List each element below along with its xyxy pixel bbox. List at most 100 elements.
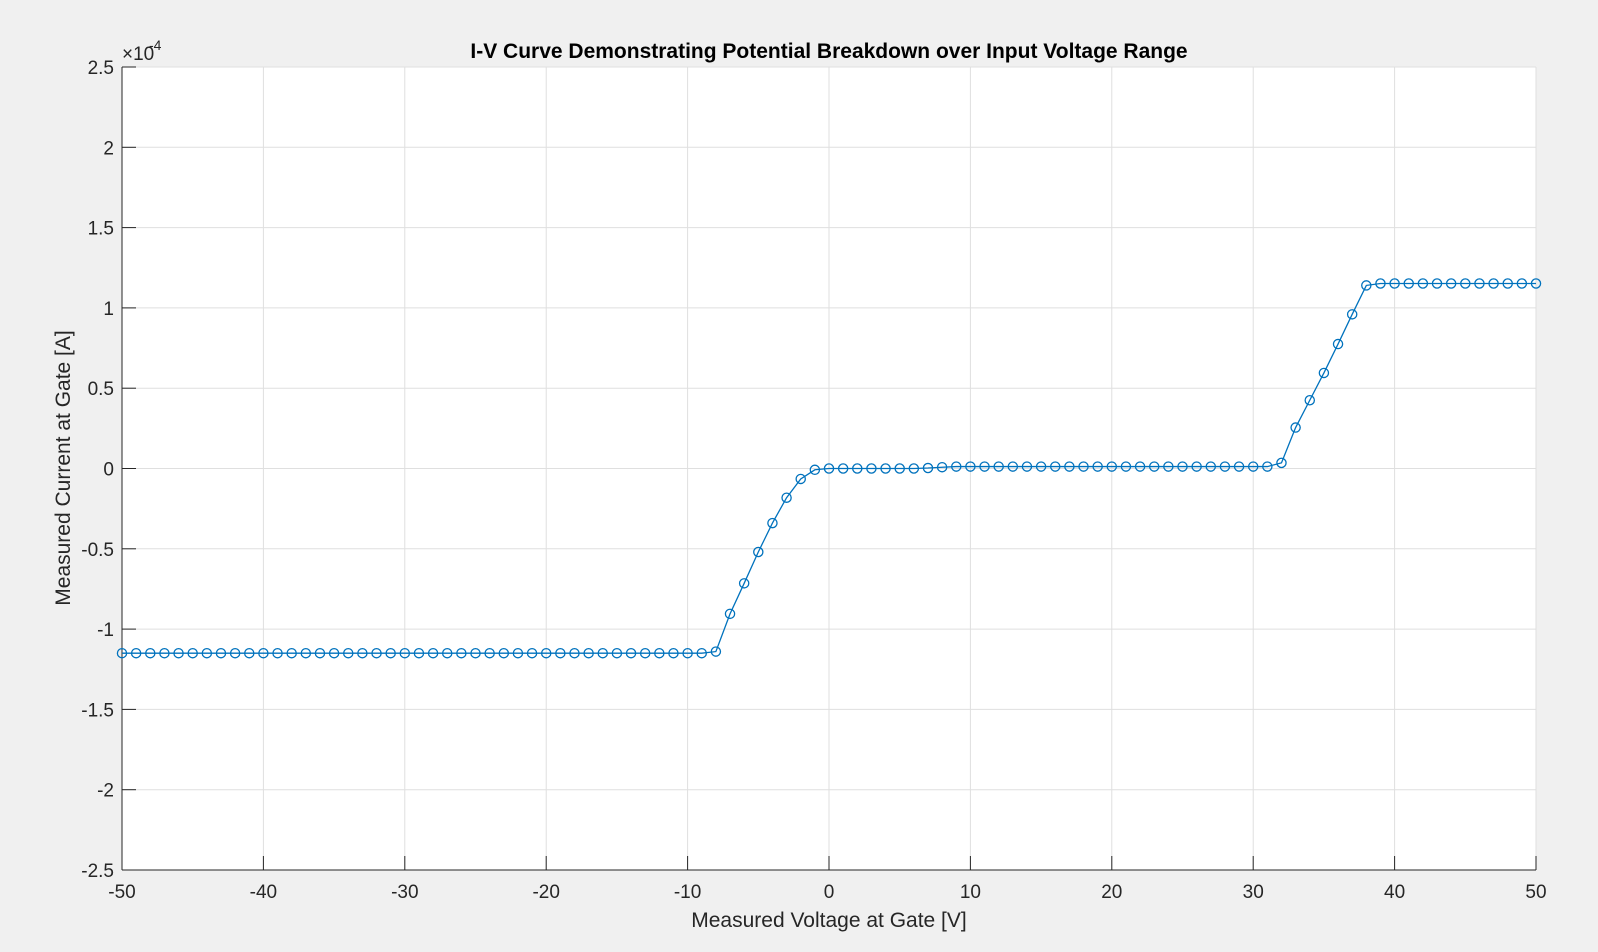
data-point: [1205, 461, 1217, 472]
data-point: [1502, 278, 1513, 289]
data-point: [1516, 278, 1528, 289]
data-point: [654, 647, 665, 659]
data-point: [1064, 461, 1075, 472]
data-point: [724, 608, 736, 620]
data-point: [1007, 461, 1019, 472]
data-point: [866, 463, 877, 474]
data-point: [837, 463, 849, 474]
data-point: [300, 647, 312, 659]
data-point: [1474, 278, 1485, 289]
data-point: [597, 647, 609, 659]
data-point: [159, 647, 170, 659]
x-tick-label: 0: [824, 882, 835, 903]
data-point: [413, 647, 425, 659]
x-tick-label: -30: [391, 882, 418, 903]
x-tick-labels: -50 -40 -30 -20 -10 0 10 20 30 40 50: [108, 882, 1546, 903]
data-point: [1262, 461, 1273, 472]
y-tick-labels: -2.5 -2 -1.5 -1 -0.5 0 0.5 1 1.5 2 2.5: [81, 58, 114, 882]
y-tick-label: -2.5: [81, 861, 114, 882]
data-point: [286, 647, 297, 659]
chart-title: I-V Curve Demonstrating Potential Breakd…: [470, 40, 1187, 63]
data-point: [1092, 461, 1103, 472]
data-point: [540, 647, 552, 659]
data-point: [1290, 422, 1301, 433]
data-point: [1148, 461, 1160, 472]
data-point: [880, 463, 891, 474]
data-point: [682, 647, 693, 659]
data-point: [258, 647, 269, 659]
data-point: [187, 647, 198, 659]
data-point: [1403, 278, 1414, 289]
data-point: [965, 461, 976, 472]
y-tick-label: 1: [103, 299, 114, 320]
data-point: [583, 647, 594, 659]
data-point: [710, 646, 722, 657]
data-point: [1375, 278, 1386, 289]
data-point: [1346, 309, 1358, 320]
data-point: [385, 647, 396, 659]
data-point: [1445, 278, 1457, 289]
data-point: [738, 578, 750, 589]
data-point: [272, 647, 283, 659]
data-point: [526, 647, 538, 659]
data-point: [399, 647, 411, 659]
data-point: [1276, 457, 1287, 469]
y-axis-label: Measured Current at Gate [A]: [52, 330, 75, 605]
data-point: [116, 647, 128, 659]
x-tick-label: 30: [1243, 882, 1264, 903]
x-axis-label: Measured Voltage at Gate [V]: [691, 909, 967, 932]
data-point: [1120, 461, 1132, 472]
data-point: [229, 647, 241, 659]
data-point: [852, 463, 863, 474]
data-point: [1332, 338, 1344, 350]
data-point: [908, 463, 920, 474]
x-tick-label: -50: [108, 882, 135, 903]
data-point: [1219, 461, 1231, 472]
x-tick-label: -10: [674, 882, 701, 903]
data-point: [1177, 461, 1188, 472]
data-point: [512, 647, 524, 659]
data-point: [1163, 461, 1174, 472]
data-point: [781, 492, 792, 503]
data-point: [371, 647, 382, 659]
data-point: [555, 647, 566, 659]
data-point: [1078, 461, 1089, 472]
data-point: [201, 647, 213, 659]
data-point: [244, 647, 255, 659]
data-point: [1318, 367, 1330, 379]
data-point: [342, 647, 354, 659]
y-tick-label: 2: [103, 138, 114, 159]
x-tick-label: -20: [532, 882, 559, 903]
x-tick-label: -40: [250, 882, 277, 903]
data-point: [894, 463, 905, 474]
data-point: [767, 517, 778, 529]
data-point: [1460, 278, 1471, 289]
data-point: [1233, 461, 1245, 472]
data-point: [484, 647, 495, 659]
data-point: [1191, 461, 1202, 472]
y-tick-label: 0.5: [88, 379, 114, 400]
data-point: [1106, 461, 1118, 472]
x-tick-label: 40: [1384, 882, 1405, 903]
data-point: [328, 647, 340, 659]
data-point: [1304, 394, 1316, 406]
y-tick-label: 1.5: [88, 219, 114, 240]
data-point: [1431, 278, 1443, 289]
data-point: [498, 647, 510, 659]
data-point: [1488, 278, 1499, 289]
data-point: [1134, 461, 1146, 472]
data-point: [922, 462, 934, 474]
y-tick-label: 2.5: [88, 58, 114, 79]
data-point: [823, 463, 835, 474]
y-exponent-power: -4: [149, 37, 162, 53]
data-point: [1389, 278, 1400, 289]
y-tick-label: 0: [103, 460, 114, 481]
data-point: [1035, 461, 1047, 472]
data-point: [1417, 278, 1429, 289]
data-point: [696, 647, 707, 659]
data-point: [1021, 461, 1033, 472]
data-point: [130, 647, 142, 659]
grid: [121, 66, 1537, 871]
